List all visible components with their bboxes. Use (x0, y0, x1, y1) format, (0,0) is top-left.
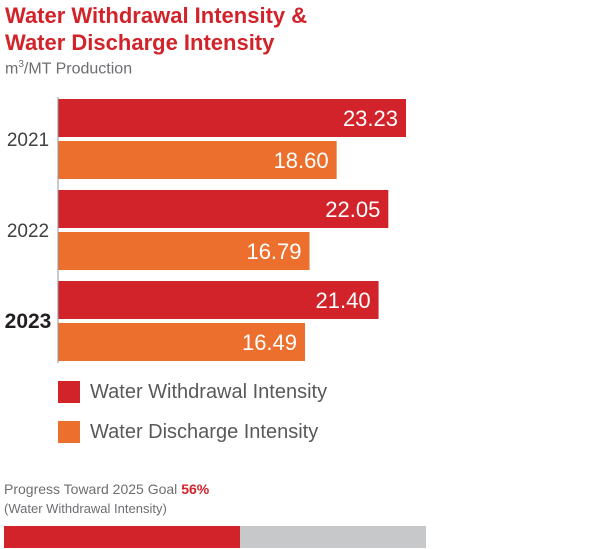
value-label-withdrawal-2022: 22.05 (325, 197, 380, 222)
value-label-withdrawal-2023: 21.40 (316, 288, 371, 313)
value-label-withdrawal-2021: 23.23 (343, 106, 398, 131)
bar-withdrawal-2022 (58, 190, 389, 228)
bar-chart: 23.23 18.60 2021 22.05 16.79 2022 21.40 16.49 20… (5, 97, 406, 363)
progress-bar-fill (4, 526, 241, 548)
value-label-discharge-2023: 16.49 (242, 330, 297, 355)
bar-discharge-2023 (58, 323, 306, 361)
year-label-2023: 2023 (5, 310, 52, 333)
legend-item-withdrawal: Water Withdrawal Intensity (58, 380, 327, 404)
unit-prefix: m (5, 60, 19, 78)
value-label-discharge-2021: 18.60 (274, 148, 329, 173)
chart-title-line-2: Water Discharge Intensity (5, 30, 275, 55)
chart-title-line-1: Water Withdrawal Intensity & (5, 3, 308, 28)
year-label-2022: 2022 (7, 221, 49, 242)
legend-label-withdrawal: Water Withdrawal Intensity (90, 380, 328, 403)
legend-label-discharge: Water Discharge Intensity (90, 420, 319, 443)
bar-discharge-2022 (58, 232, 310, 270)
progress-label-text: Progress Toward 2025 Goal (4, 481, 178, 497)
legend: Water Withdrawal Intensity Water Dischar… (58, 380, 327, 460)
progress-value: 56% (181, 481, 210, 497)
chart-title: Water Withdrawal Intensity & Water Disch… (5, 2, 307, 56)
progress-note: (Water Withdrawal Intensity) (4, 501, 167, 516)
year-label-2021: 2021 (7, 130, 49, 151)
value-label-discharge-2022: 16.79 (246, 239, 301, 264)
bar-withdrawal-2023 (58, 281, 379, 319)
bar-discharge-2021 (58, 141, 337, 179)
unit-suffix: /MT Production (23, 60, 133, 78)
legend-swatch-discharge (58, 421, 80, 443)
legend-item-discharge: Water Discharge Intensity (58, 420, 327, 444)
legend-swatch-withdrawal (58, 381, 80, 403)
unit-superscript: 3 (18, 59, 24, 70)
chart-unit-label: m3/MT Production (5, 59, 132, 78)
progress-label: Progress Toward 2025 Goal 56% (4, 481, 209, 497)
progress-bar-track (4, 526, 426, 548)
bar-withdrawal-2021 (58, 99, 406, 137)
